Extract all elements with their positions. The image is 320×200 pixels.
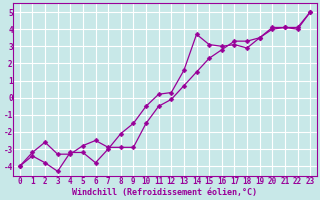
X-axis label: Windchill (Refroidissement éolien,°C): Windchill (Refroidissement éolien,°C) (72, 188, 258, 197)
